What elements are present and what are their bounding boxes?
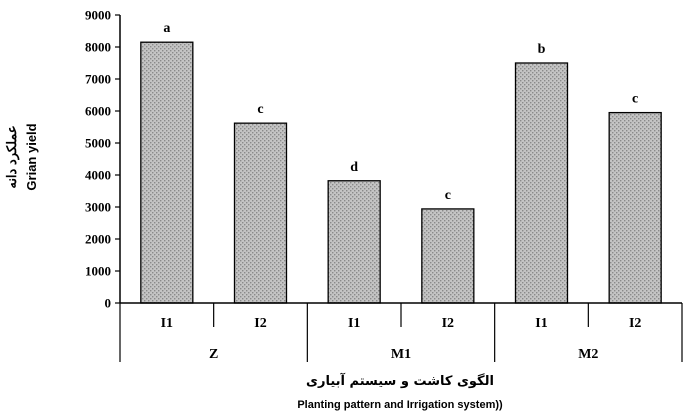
bar <box>327 180 381 304</box>
y-tick-label: 7000 <box>85 72 111 87</box>
y-tick-label: 1000 <box>85 264 111 279</box>
y-tick-label: 2000 <box>85 232 111 247</box>
x-category-label: I1 <box>348 316 360 331</box>
y-axis-ticks: 0 1000 2000 3000 4000 5000 6000 7000 8000 9000 <box>85 8 120 311</box>
bar <box>233 122 288 304</box>
x-axis-label-persian: الگوی کاشت و سیستم آبیاری <box>306 372 494 389</box>
y-tick-label: 5000 <box>85 136 111 151</box>
x-category-label: I2 <box>442 316 454 331</box>
x-group-label: Z <box>209 347 218 362</box>
bars <box>140 41 662 304</box>
x-category-label: I1 <box>161 316 173 331</box>
x-category-label: I1 <box>535 316 547 331</box>
y-tick-label: 9000 <box>85 8 111 23</box>
y-axis-label-english: Grian yield <box>24 123 39 190</box>
bar <box>140 41 194 304</box>
bar <box>421 208 475 304</box>
x-group-label: M2 <box>578 347 598 362</box>
x-axis-dividers <box>119 303 683 362</box>
bar <box>514 62 569 304</box>
y-tick-label: 3000 <box>85 200 111 215</box>
x-category-label: I2 <box>254 316 266 331</box>
y-tick-label: 4000 <box>85 168 111 183</box>
y-tick-label: 6000 <box>85 104 111 119</box>
x-group-labels: Z M1 M2 <box>209 347 598 362</box>
significance-letter: d <box>350 160 358 175</box>
significance-letter: c <box>445 188 451 203</box>
x-category-labels: I1 I2 I1 I2 I1 I2 <box>161 316 642 331</box>
significance-letter: c <box>257 102 263 117</box>
bar <box>608 111 662 304</box>
y-tick-label: 0 <box>105 296 112 311</box>
y-axis-label-persian: عملکرد دانه <box>4 125 20 188</box>
significance-labels: a c d c b c <box>163 21 638 203</box>
significance-letter: b <box>538 42 546 57</box>
x-category-label: I2 <box>629 316 641 331</box>
x-group-label: M1 <box>391 347 411 362</box>
x-axis-label-english: Planting pattern and Irrigation system)) <box>297 399 503 411</box>
significance-letter: a <box>163 21 170 36</box>
significance-letter: c <box>632 92 638 107</box>
y-tick-label: 8000 <box>85 40 111 55</box>
